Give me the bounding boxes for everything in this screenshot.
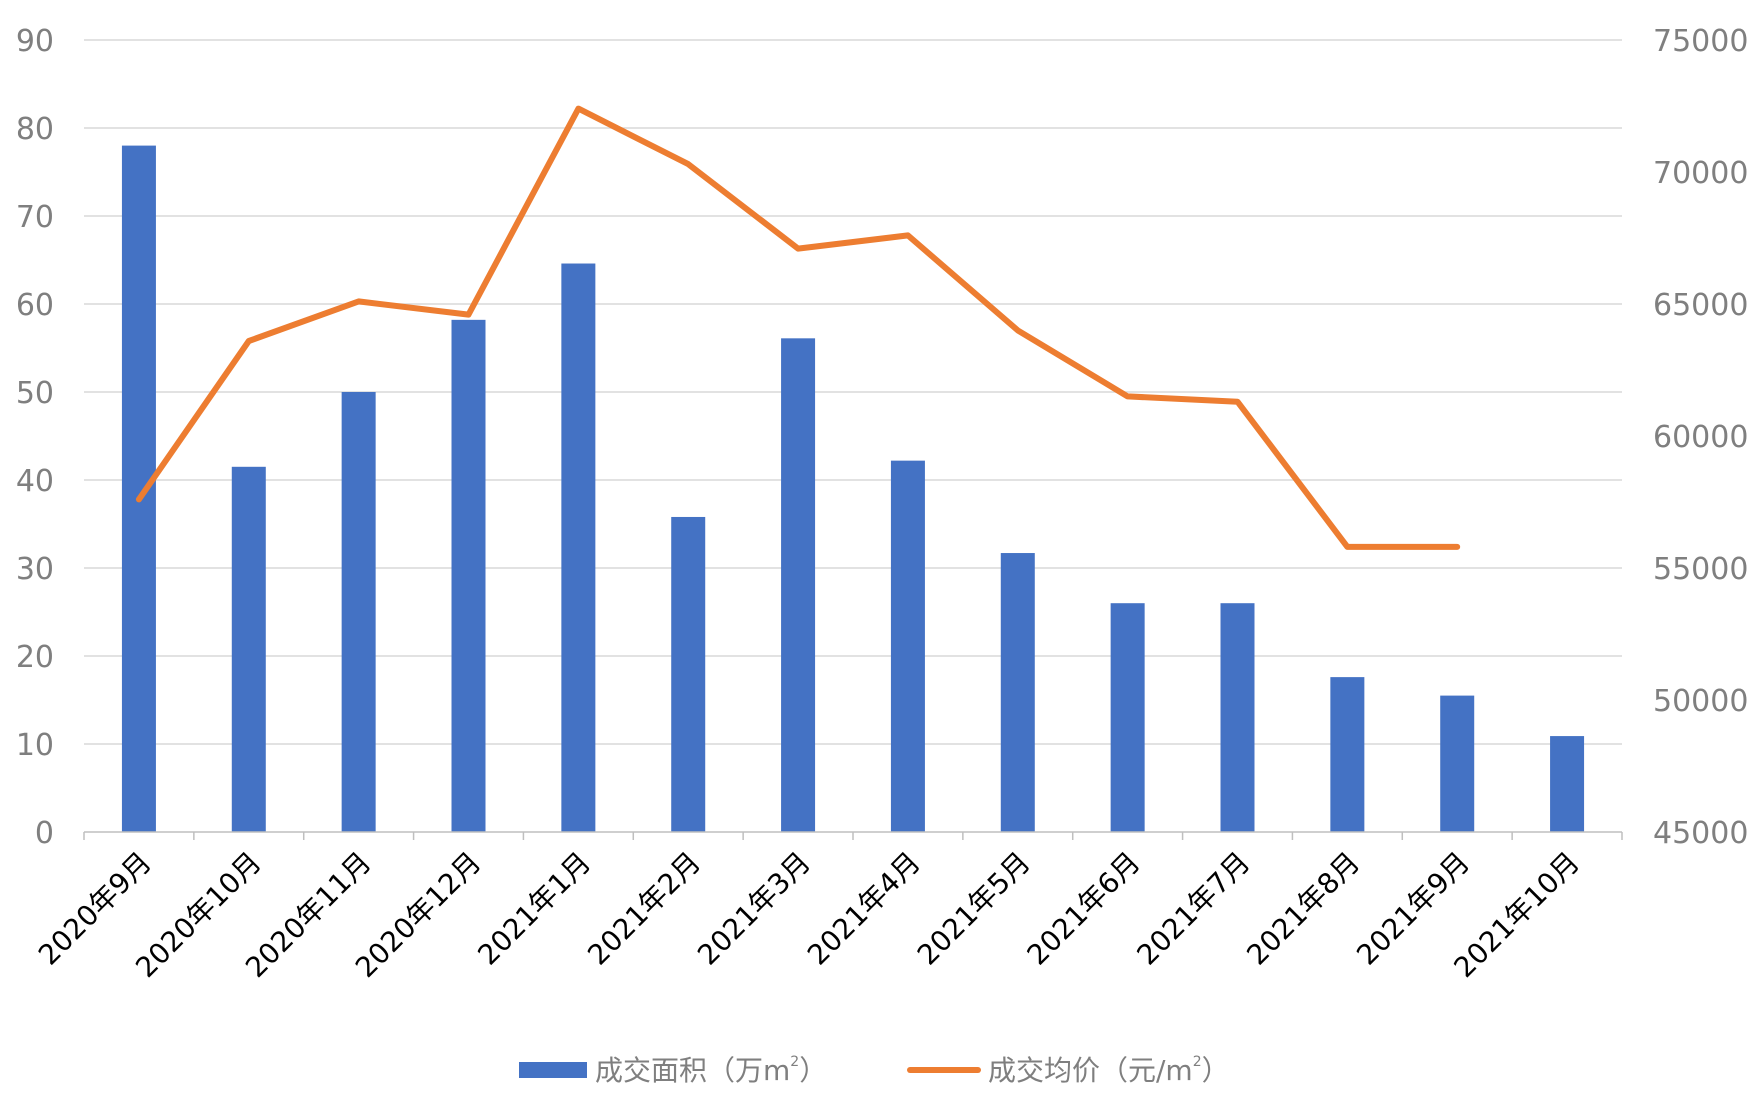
legend: 成交面积（万m2） 成交均价（元/m2）	[519, 1054, 1230, 1087]
legend-line-label: 成交均价（元/m2）	[988, 1054, 1230, 1087]
bar	[781, 338, 815, 832]
legend-bar-suffix: ）	[799, 1054, 827, 1087]
left-y-tick-label: 90	[16, 24, 54, 59]
right-y-tick-label: 60000	[1653, 420, 1748, 455]
bar	[1550, 736, 1584, 832]
left-y-tick-label: 20	[16, 640, 54, 675]
x-category-label: 2021年4月	[801, 846, 927, 972]
legend-bar-text: 成交面积（万m	[595, 1054, 790, 1087]
left-y-tick-label: 50	[16, 376, 54, 411]
x-category-label: 2021年8月	[1240, 846, 1366, 972]
bar	[232, 467, 266, 832]
bar	[1111, 603, 1145, 832]
right-y-tick-label: 50000	[1653, 684, 1748, 719]
bar	[561, 264, 595, 832]
right-y-tick-label: 45000	[1653, 816, 1748, 851]
legend-bar-swatch	[519, 1062, 587, 1078]
x-category-label: 2021年3月	[691, 846, 817, 972]
left-y-axis-ticks: 0 10 20 30 40 50 60 70 80 90	[16, 24, 54, 851]
bar	[1330, 677, 1364, 832]
bar	[1001, 553, 1035, 832]
x-category-label: 2021年7月	[1131, 846, 1257, 972]
left-y-tick-label: 10	[16, 728, 54, 763]
bar	[1440, 696, 1474, 832]
x-category-label: 2021年6月	[1021, 846, 1147, 972]
x-category-label: 2021年1月	[471, 846, 597, 972]
legend-line-text: 成交均价（元/m	[988, 1054, 1193, 1087]
left-y-tick-label: 70	[16, 200, 54, 235]
gridlines	[84, 40, 1622, 744]
left-y-tick-label: 40	[16, 464, 54, 499]
left-y-tick-label: 60	[16, 288, 54, 323]
left-y-tick-label: 80	[16, 112, 54, 147]
bar	[671, 517, 705, 832]
x-axis	[84, 832, 1622, 840]
right-y-tick-label: 65000	[1653, 288, 1748, 323]
bar	[891, 461, 925, 832]
x-axis-categories: 2020年9月2020年10月2020年11月2020年12月2021年1月20…	[32, 846, 1586, 985]
bar	[452, 320, 486, 832]
right-y-tick-label: 55000	[1653, 552, 1748, 587]
legend-line-superscript: 2	[1193, 1054, 1202, 1070]
x-category-label: 2021年2月	[581, 846, 707, 972]
right-y-tick-label: 70000	[1653, 156, 1748, 191]
left-y-tick-label: 30	[16, 552, 54, 587]
legend-bar-label: 成交面积（万m2）	[595, 1054, 827, 1087]
bar	[122, 146, 156, 832]
right-y-tick-label: 75000	[1653, 24, 1748, 59]
x-category-label: 2021年5月	[911, 846, 1037, 972]
right-y-axis-ticks: 45000 50000 55000 60000 65000 70000 75000	[1653, 24, 1748, 851]
legend-line-suffix: ）	[1202, 1054, 1230, 1087]
legend-bar-superscript: 2	[790, 1054, 799, 1070]
bar-series	[122, 146, 1584, 832]
bar	[342, 392, 376, 832]
bar	[1221, 603, 1255, 832]
left-y-tick-label: 0	[35, 816, 54, 851]
